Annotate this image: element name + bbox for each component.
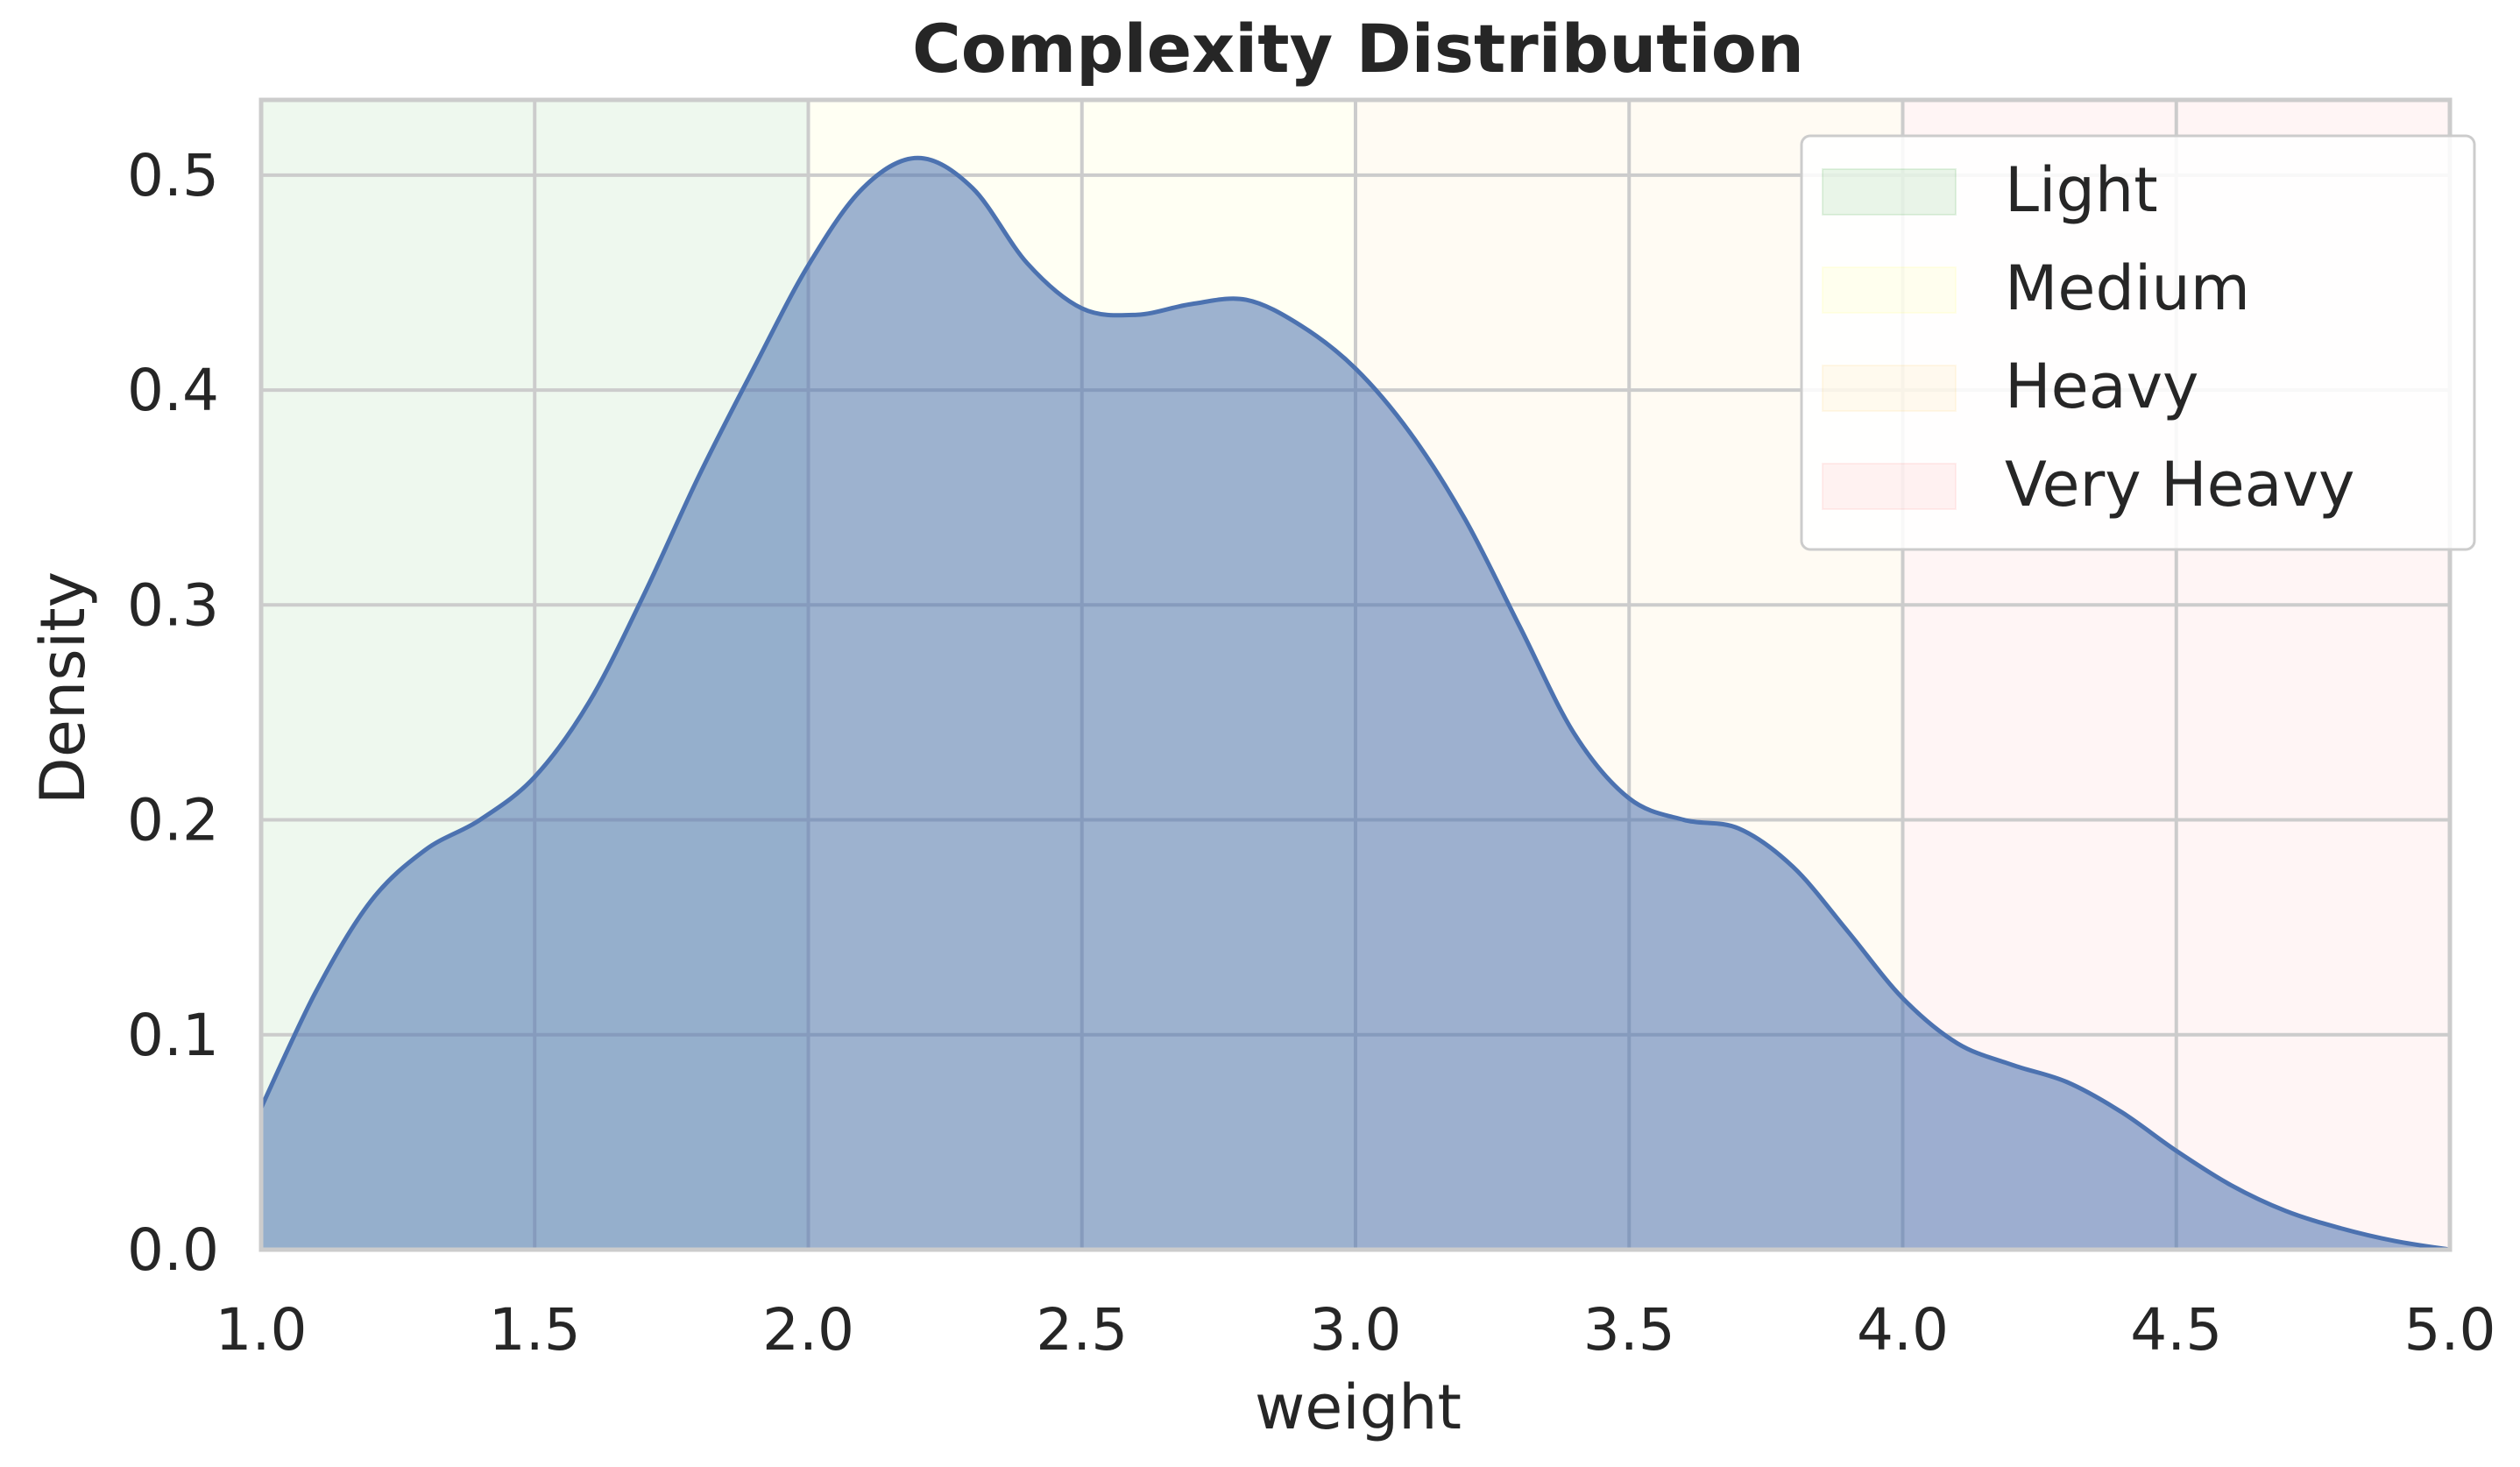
legend-label-light: Light bbox=[2005, 154, 2158, 226]
y-axis-label: Density bbox=[27, 571, 99, 804]
plot-frame bbox=[258, 97, 2453, 1252]
legend-swatch-medium bbox=[1822, 266, 1957, 314]
x-tick-label: 1.5 bbox=[489, 1296, 581, 1364]
x-tick-label: 4.5 bbox=[2130, 1296, 2222, 1364]
density-series bbox=[258, 155, 2451, 1252]
legend-label-medium: Medium bbox=[2005, 252, 2250, 324]
x-tick-label: 2.5 bbox=[1036, 1296, 1128, 1364]
y-tick-label: 0.5 bbox=[127, 142, 219, 209]
x-tick-labels: 1.0 1.5 2.0 2.5 3.0 3.5 4.0 4.5 5.0 bbox=[216, 1296, 2496, 1364]
y-tick-labels: 0.0 0.1 0.2 0.3 0.4 0.5 bbox=[127, 142, 219, 1284]
legend-swatch-light bbox=[1822, 168, 1957, 216]
x-tick-label: 5.0 bbox=[2404, 1296, 2496, 1364]
legend-swatch-very-heavy bbox=[1822, 463, 1957, 510]
x-tick-label: 3.5 bbox=[1583, 1296, 1675, 1364]
legend-swatch-heavy bbox=[1822, 365, 1957, 412]
density-curve-line bbox=[258, 155, 2451, 1252]
x-tick-label: 2.0 bbox=[762, 1296, 854, 1364]
x-axis-label: weight bbox=[1255, 1371, 1462, 1443]
legend: Light Medium Heavy Very Heavy bbox=[1800, 134, 2476, 551]
y-tick-label: 0.1 bbox=[127, 1002, 219, 1069]
x-tick-label: 4.0 bbox=[1857, 1296, 1949, 1364]
y-tick-label: 0.2 bbox=[127, 787, 219, 854]
x-tick-label: 3.0 bbox=[1310, 1296, 1402, 1364]
chart-title: Complexity Distribution bbox=[912, 10, 1804, 88]
y-tick-label: 0.4 bbox=[127, 357, 219, 424]
legend-label-heavy: Heavy bbox=[2005, 351, 2198, 422]
y-tick-label: 0.0 bbox=[127, 1216, 219, 1284]
legend-label-very-heavy: Very Heavy bbox=[2005, 449, 2354, 521]
y-tick-label: 0.3 bbox=[127, 571, 219, 639]
legend-box bbox=[1800, 134, 2476, 551]
legend-items: Light Medium Heavy Very Heavy bbox=[1822, 154, 2354, 521]
density-area-fill bbox=[261, 158, 2450, 1251]
x-tick-label: 1.0 bbox=[216, 1296, 308, 1364]
